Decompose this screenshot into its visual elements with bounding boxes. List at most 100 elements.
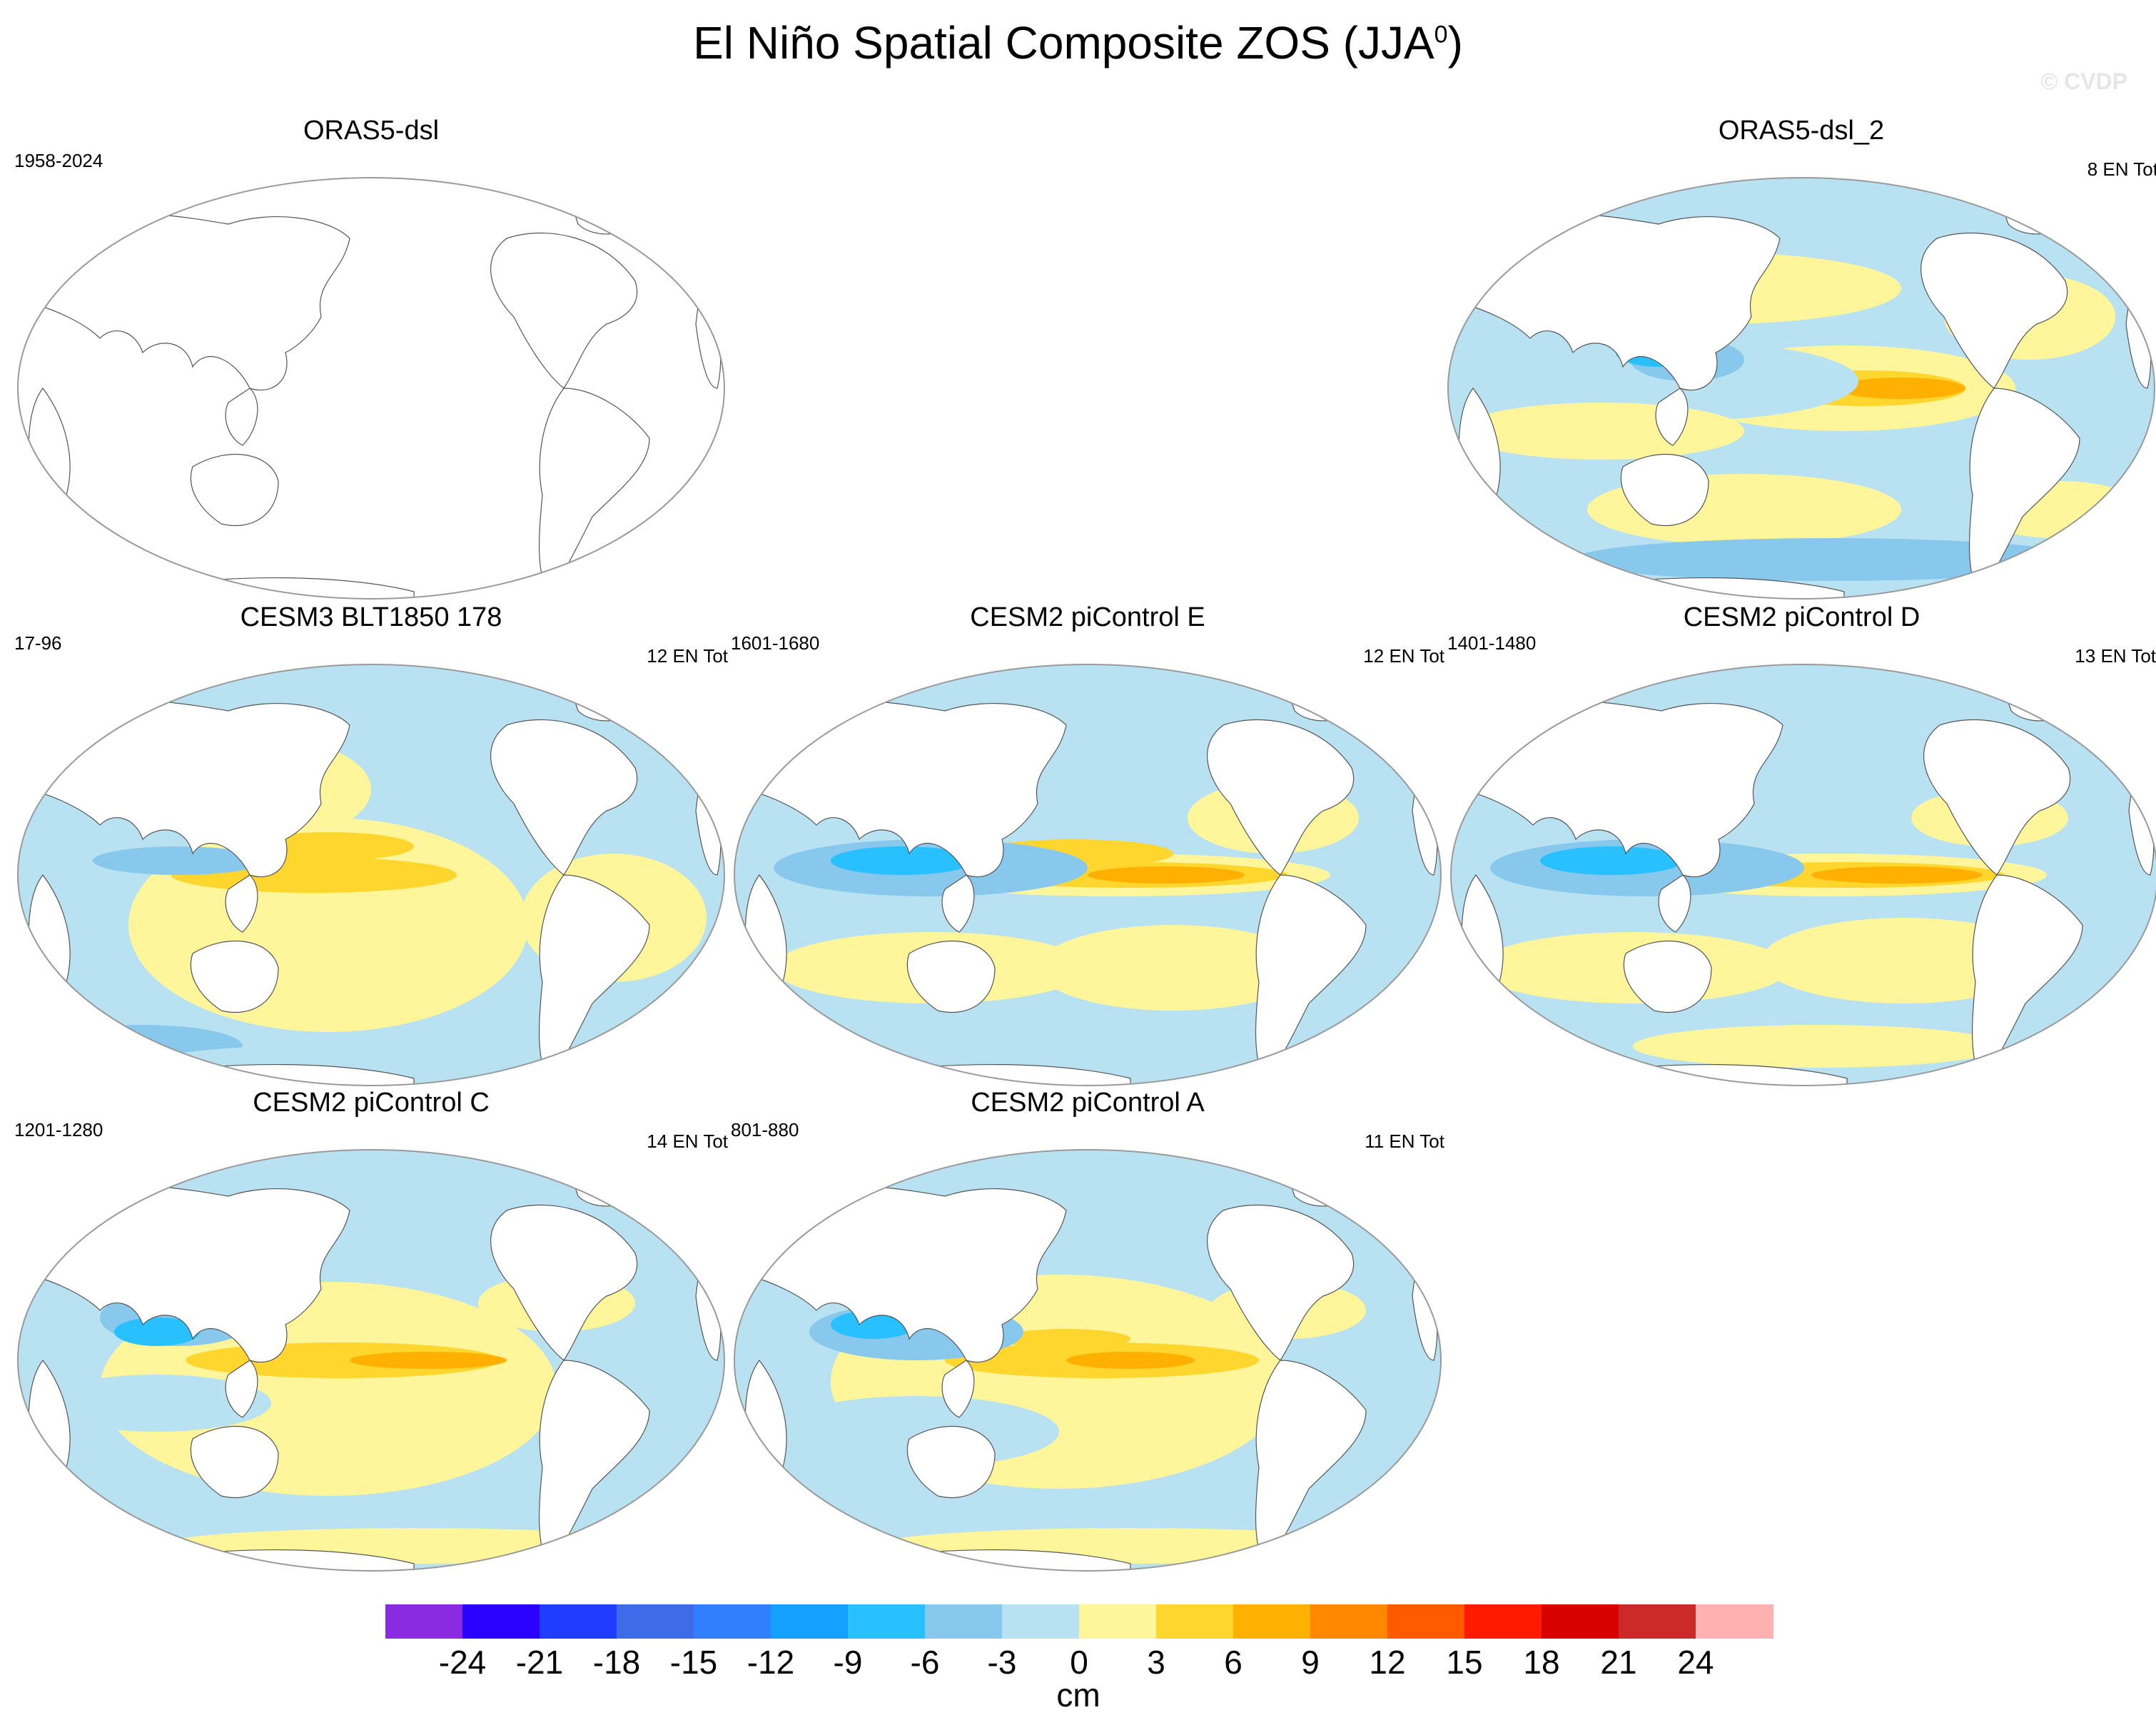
- anomaly-region: [114, 1317, 200, 1346]
- map-panel: CESM2 piControl D 1401-1480 13 EN Tot: [1447, 602, 2156, 1086]
- colorbar-swatch: [1696, 1604, 1773, 1639]
- world-map: [1447, 177, 2155, 600]
- panel-period: 1201-1280: [14, 1119, 103, 1140]
- continent-outline: [190, 453, 279, 527]
- map-border: [17, 664, 725, 1086]
- continent-outline: [1255, 1360, 1367, 1569]
- colorbar-swatch: [1310, 1604, 1388, 1639]
- anomaly-region: [157, 1043, 671, 1078]
- colorbar-tick-label: 3: [1147, 1644, 1165, 1681]
- colorbar-tick-label: -3: [987, 1644, 1017, 1681]
- anomaly-region: [1038, 925, 1309, 1011]
- continent-outline: [1655, 388, 1689, 446]
- panel-count: 12 EN Tot: [647, 645, 728, 667]
- colorbar-tick-label: -12: [746, 1644, 795, 1681]
- map-border: [1450, 664, 2156, 1086]
- continent-outline: [1658, 874, 1691, 933]
- colorbar-tick-label: 18: [1523, 1644, 1560, 1681]
- map-panel: CESM3 BLT1850 178 17-96 12 EN Tot: [14, 602, 728, 1086]
- panel-period: 1401-1480: [1447, 632, 1537, 654]
- colorbar-swatch: [925, 1604, 1003, 1639]
- continent-outline: [1620, 453, 1709, 527]
- continent-outline: [490, 719, 638, 876]
- colorbar-tick-label: -15: [669, 1644, 718, 1681]
- anomaly-region: [1088, 866, 1245, 884]
- colorbar-units: cm: [1056, 1676, 1100, 1714]
- continent-outline: [190, 940, 279, 1013]
- colorbar-swatch: [1156, 1604, 1234, 1639]
- colorbar-tick-label: -18: [592, 1644, 641, 1681]
- map-border: [17, 1149, 725, 1572]
- colorbar-swatch: [1233, 1604, 1311, 1639]
- colorbar-tick-label: 21: [1600, 1644, 1637, 1681]
- continent-outline: [906, 1425, 996, 1499]
- world-map: [1450, 664, 2156, 1086]
- continent-outline: [190, 1425, 279, 1499]
- continent-outline: [1255, 874, 1367, 1083]
- colorbar-tick-label: -24: [438, 1644, 487, 1681]
- anomaly-region: [874, 1043, 1387, 1078]
- colorbar-swatch: [694, 1604, 771, 1639]
- world-map: [17, 664, 725, 1086]
- continent-outline: [941, 874, 975, 933]
- continent-outline: [1920, 232, 2068, 389]
- watermark: © CVDP: [2040, 69, 2127, 94]
- colorbar-tick-label: 0: [1070, 1644, 1088, 1681]
- map-panel: CESM2 piControl A 801-880 11 EN Tot: [731, 1089, 1444, 1572]
- map-border: [1447, 177, 2155, 600]
- panel-period: 1958-2024: [14, 150, 103, 171]
- anomaly-region: [1459, 403, 1744, 460]
- colorbar-swatch: [462, 1604, 540, 1639]
- continent-outline: [538, 1360, 650, 1569]
- colorbar-swatch: [385, 1604, 463, 1639]
- continent-outline: [1971, 874, 2083, 1083]
- anomaly-region: [350, 1352, 507, 1369]
- continent-outline: [490, 1204, 638, 1361]
- colorbar-swatch: [540, 1604, 617, 1639]
- colorbar-tick-label: 15: [1446, 1644, 1483, 1681]
- continent-outline: [906, 940, 996, 1013]
- continent-outline: [1623, 940, 1712, 1013]
- continent-outline: [570, 196, 643, 235]
- continent-outline: [28, 387, 71, 505]
- map-panel: CESM2 piControl C 1201-1280 14 EN Tot: [14, 1088, 728, 1572]
- colorbar-tick-label: -21: [515, 1644, 564, 1681]
- anomaly-region: [831, 846, 973, 875]
- anomaly-region: [1811, 866, 1983, 884]
- colorbar: [385, 1604, 1773, 1639]
- anomaly-region: [1837, 378, 1965, 399]
- colorbar-swatch: [848, 1604, 926, 1639]
- map-border: [734, 1149, 1442, 1572]
- panel-period: 17-96: [14, 632, 62, 654]
- continent-outline: [941, 1360, 975, 1418]
- colorbar-swatch: [617, 1604, 694, 1639]
- colorbar-tick-label: 9: [1301, 1644, 1320, 1681]
- panel-title: CESM2 piControl C: [253, 1088, 490, 1118]
- continent-outline: [1207, 719, 1355, 876]
- continent-outline: [695, 294, 722, 389]
- continent-outline: [1923, 719, 2071, 876]
- map-border: [734, 664, 1442, 1086]
- world-map: [734, 664, 1442, 1086]
- map-panel: CESM2 piControl E 1601-1680 12 EN Tot: [731, 602, 1444, 1086]
- world-map: [734, 1149, 1442, 1572]
- panel-title: CESM2 piControl D: [1683, 602, 1920, 632]
- panel-count: 12 EN Tot: [1363, 645, 1444, 667]
- colorbar-tick-label: 12: [1369, 1644, 1406, 1681]
- panel-title: CESM3 BLT1850 178: [240, 602, 502, 632]
- continent-outline: [28, 213, 350, 391]
- panel-title: CESM2 piControl E: [970, 602, 1205, 632]
- map-panel: ORAS5-dsl_2 8 EN Tot: [1444, 117, 2156, 600]
- colorbar-swatch: [1079, 1604, 1157, 1639]
- continent-outline: [225, 388, 258, 446]
- anomaly-region: [1573, 538, 2087, 581]
- panel-count: 8 EN Tot: [2087, 158, 2156, 180]
- panel-title: ORAS5-dsl: [303, 116, 440, 146]
- panel-count: 14 EN Tot: [647, 1130, 728, 1152]
- anomaly-region: [1540, 846, 1683, 875]
- page-title: El Niño Spatial Composite ZOS (JJA0): [693, 17, 1463, 69]
- continent-outline: [225, 874, 258, 933]
- panel-period: 801-880: [731, 1119, 799, 1140]
- anomaly-region: [43, 1375, 271, 1432]
- colorbar-tick-label: 24: [1677, 1644, 1714, 1681]
